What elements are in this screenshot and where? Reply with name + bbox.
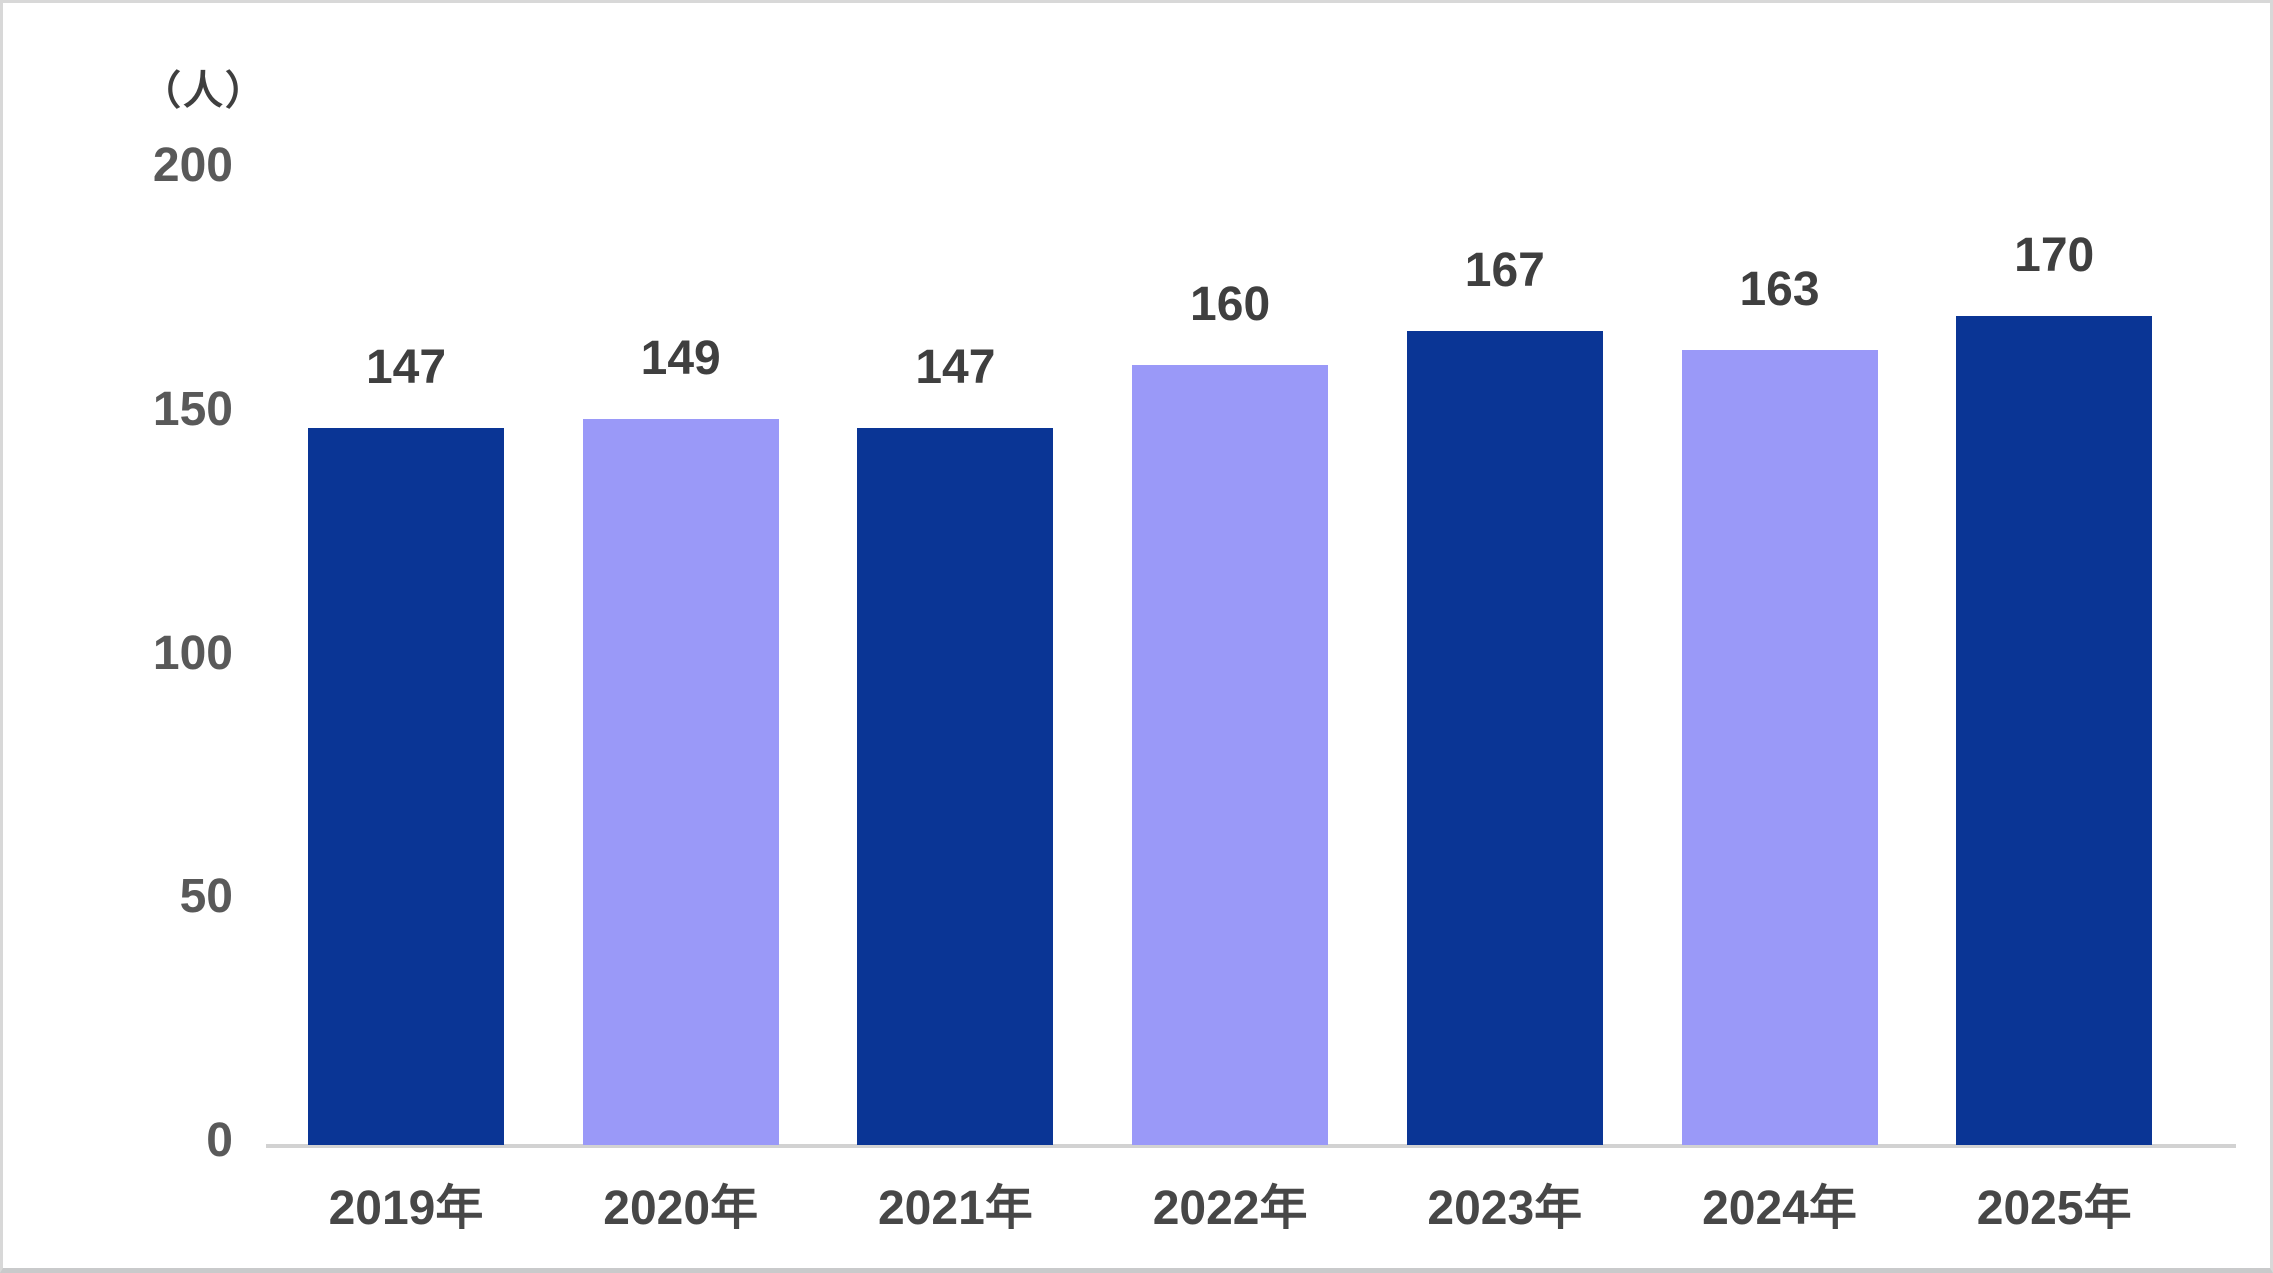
- x-axis-label: 2024年: [1702, 1182, 1857, 1235]
- bar-value-label: 147: [915, 341, 996, 395]
- bar-value-label: 167: [1464, 243, 1545, 297]
- bar-value-label: 170: [2014, 229, 2095, 283]
- bar-2025年: [1956, 316, 2153, 1145]
- x-axis-label: 2019年: [328, 1182, 484, 1235]
- bar-2020年: [582, 418, 779, 1145]
- x-axis-label: 2020年: [603, 1182, 759, 1235]
- x-axis-label: 2021年: [877, 1182, 1033, 1235]
- y-axis-tick-50: 50: [179, 870, 233, 924]
- x-axis-label: 2025年: [1976, 1182, 2132, 1235]
- y-axis-tick-150: 150: [152, 382, 233, 436]
- bar-2021年: [857, 428, 1054, 1145]
- bar-2024年: [1681, 350, 1878, 1145]
- bar-2023年: [1406, 330, 1603, 1145]
- y-axis-tick-0: 0: [206, 1114, 233, 1167]
- x-axis-line: [266, 1144, 2236, 1148]
- bar-2019年: [308, 428, 504, 1145]
- x-axis-label: 2023年: [1427, 1182, 1583, 1235]
- bar-value-label: 160: [1190, 278, 1271, 331]
- y-axis-unit-label: （人）: [141, 69, 267, 113]
- bar-2022年: [1132, 365, 1329, 1145]
- bar-value-label: 147: [365, 341, 447, 395]
- bar-value-label: 149: [640, 331, 721, 385]
- y-axis-tick-200: 200: [152, 139, 233, 192]
- x-axis-label: 2022年: [1152, 1182, 1308, 1235]
- y-axis-tick-100: 100: [152, 626, 233, 680]
- bar-value-label: 163: [1739, 263, 1820, 317]
